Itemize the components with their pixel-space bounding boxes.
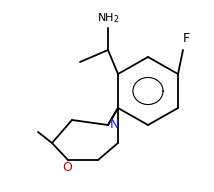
Text: O: O — [62, 161, 72, 174]
Text: NH$_2$: NH$_2$ — [97, 11, 119, 25]
Text: F: F — [183, 31, 190, 45]
Text: N: N — [110, 118, 119, 132]
